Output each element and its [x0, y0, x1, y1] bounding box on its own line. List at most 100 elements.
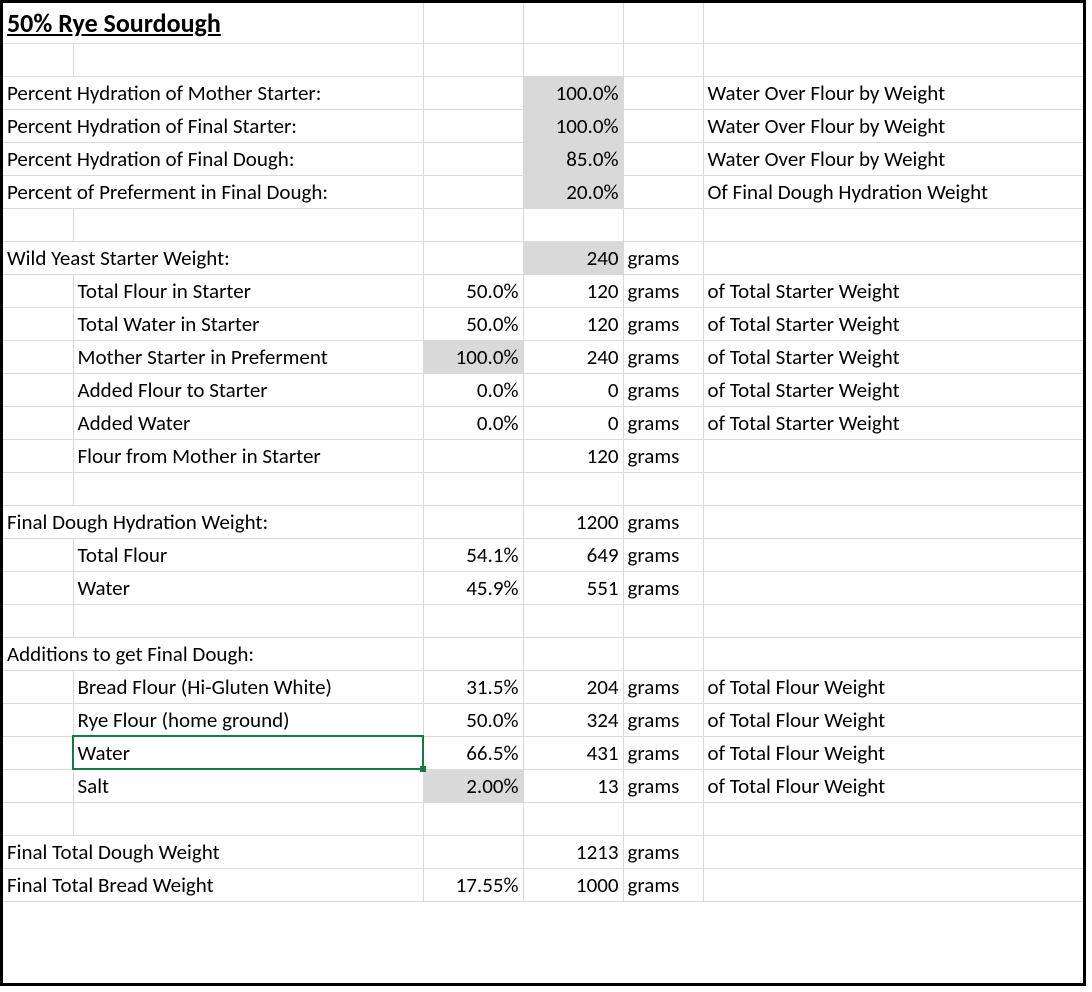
note-cell: of Total Starter Weight	[703, 274, 1083, 307]
value-cell[interactable]: 120	[523, 439, 623, 472]
value-cell[interactable]: 120	[523, 274, 623, 307]
percent-cell[interactable]	[423, 241, 523, 274]
row-sublabel: Salt	[73, 769, 423, 802]
note-cell: of Total Starter Weight	[703, 406, 1083, 439]
row-label: Additions to get Final Dough:	[3, 637, 423, 670]
unit-cell: grams	[623, 406, 703, 439]
unit-cell: grams	[623, 670, 703, 703]
value-cell[interactable]: 20.0%	[523, 175, 623, 208]
row-sublabel: Water	[73, 571, 423, 604]
unit-cell: grams	[623, 538, 703, 571]
percent-cell[interactable]: 2.00%	[423, 769, 523, 802]
percent-cell[interactable]: 54.1%	[423, 538, 523, 571]
row-label: Wild Yeast Starter Weight:	[3, 241, 423, 274]
row-label: Percent of Preferment in Final Dough:	[3, 175, 423, 208]
row-sublabel: Total Flour in Starter	[73, 274, 423, 307]
note-cell	[703, 241, 1083, 274]
row-label: Percent Hydration of Final Dough:	[3, 142, 423, 175]
value-cell[interactable]: 551	[523, 571, 623, 604]
note-cell: Water Over Flour by Weight	[703, 109, 1083, 142]
note-cell: of Total Flour Weight	[703, 736, 1083, 769]
note-cell	[703, 835, 1083, 868]
value-cell[interactable]: 240	[523, 340, 623, 373]
value-cell[interactable]: 240	[523, 241, 623, 274]
row-sublabel: Rye Flour (home ground)	[73, 703, 423, 736]
recipe-title: 50% Rye Sourdough	[3, 3, 423, 43]
unit-cell: grams	[623, 505, 703, 538]
percent-cell[interactable]	[423, 76, 523, 109]
unit-cell	[623, 175, 703, 208]
note-cell	[703, 439, 1083, 472]
unit-cell: grams	[623, 307, 703, 340]
value-cell[interactable]: 1000	[523, 868, 623, 901]
row-sublabel: Bread Flour (Hi-Gluten White)	[73, 670, 423, 703]
percent-cell[interactable]	[423, 109, 523, 142]
unit-cell	[623, 76, 703, 109]
percent-cell[interactable]	[423, 835, 523, 868]
row-sublabel: Added Water	[73, 406, 423, 439]
value-cell[interactable]: 100.0%	[523, 76, 623, 109]
unit-cell: grams	[623, 340, 703, 373]
unit-cell	[623, 109, 703, 142]
percent-cell[interactable]	[423, 175, 523, 208]
unit-cell: grams	[623, 835, 703, 868]
value-cell[interactable]: 0	[523, 406, 623, 439]
value-cell[interactable]: 85.0%	[523, 142, 623, 175]
unit-cell: grams	[623, 241, 703, 274]
row-label: Percent Hydration of Mother Starter:	[3, 76, 423, 109]
row-sublabel: Total Water in Starter	[73, 307, 423, 340]
percent-cell[interactable]: 50.0%	[423, 274, 523, 307]
unit-cell: grams	[623, 274, 703, 307]
row-sublabel: Flour from Mother in Starter	[73, 439, 423, 472]
percent-cell[interactable]: 66.5%	[423, 736, 523, 769]
value-cell[interactable]: 324	[523, 703, 623, 736]
note-cell: Water Over Flour by Weight	[703, 76, 1083, 109]
value-cell[interactable]: 204	[523, 670, 623, 703]
note-cell	[703, 868, 1083, 901]
note-cell: of Total Flour Weight	[703, 769, 1083, 802]
percent-cell[interactable]: 0.0%	[423, 373, 523, 406]
note-cell	[703, 571, 1083, 604]
unit-cell: grams	[623, 439, 703, 472]
value-cell[interactable]: 1200	[523, 505, 623, 538]
note-cell: Of Final Dough Hydration Weight	[703, 175, 1083, 208]
row-label: Percent Hydration of Final Starter:	[3, 109, 423, 142]
row-label: Final Total Dough Weight	[3, 835, 423, 868]
value-cell[interactable]: 100.0%	[523, 109, 623, 142]
recipe-table: 50% Rye Sourdough Percent Hydration of Mo…	[3, 3, 1083, 902]
value-cell[interactable]: 1213	[523, 835, 623, 868]
percent-cell[interactable]: 31.5%	[423, 670, 523, 703]
spreadsheet-container: 50% Rye Sourdough Percent Hydration of Mo…	[0, 0, 1086, 986]
percent-cell[interactable]: 100.0%	[423, 340, 523, 373]
value-cell[interactable]: 0	[523, 373, 623, 406]
value-cell[interactable]: 649	[523, 538, 623, 571]
value-cell[interactable]: 13	[523, 769, 623, 802]
percent-cell[interactable]	[423, 439, 523, 472]
percent-cell[interactable]: 50.0%	[423, 307, 523, 340]
value-cell[interactable]: 120	[523, 307, 623, 340]
note-cell	[703, 505, 1083, 538]
unit-cell: grams	[623, 736, 703, 769]
row-sublabel: Added Flour to Starter	[73, 373, 423, 406]
row-sublabel: Water	[73, 736, 423, 769]
unit-cell: grams	[623, 868, 703, 901]
percent-cell[interactable]: 45.9%	[423, 571, 523, 604]
unit-cell: grams	[623, 769, 703, 802]
note-cell: Water Over Flour by Weight	[703, 142, 1083, 175]
row-sublabel: Mother Starter in Preferment	[73, 340, 423, 373]
percent-cell[interactable]	[423, 637, 523, 670]
note-cell	[703, 538, 1083, 571]
percent-cell[interactable]	[423, 505, 523, 538]
percent-cell[interactable]: 0.0%	[423, 406, 523, 439]
percent-cell[interactable]	[423, 142, 523, 175]
row-sublabel: Total Flour	[73, 538, 423, 571]
note-cell: of Total Starter Weight	[703, 307, 1083, 340]
value-cell[interactable]: 431	[523, 736, 623, 769]
note-cell: of Total Flour Weight	[703, 670, 1083, 703]
value-cell[interactable]	[523, 637, 623, 670]
unit-cell: grams	[623, 703, 703, 736]
percent-cell[interactable]: 17.55%	[423, 868, 523, 901]
note-cell: of Total Flour Weight	[703, 703, 1083, 736]
percent-cell[interactable]: 50.0%	[423, 703, 523, 736]
note-cell	[703, 637, 1083, 670]
